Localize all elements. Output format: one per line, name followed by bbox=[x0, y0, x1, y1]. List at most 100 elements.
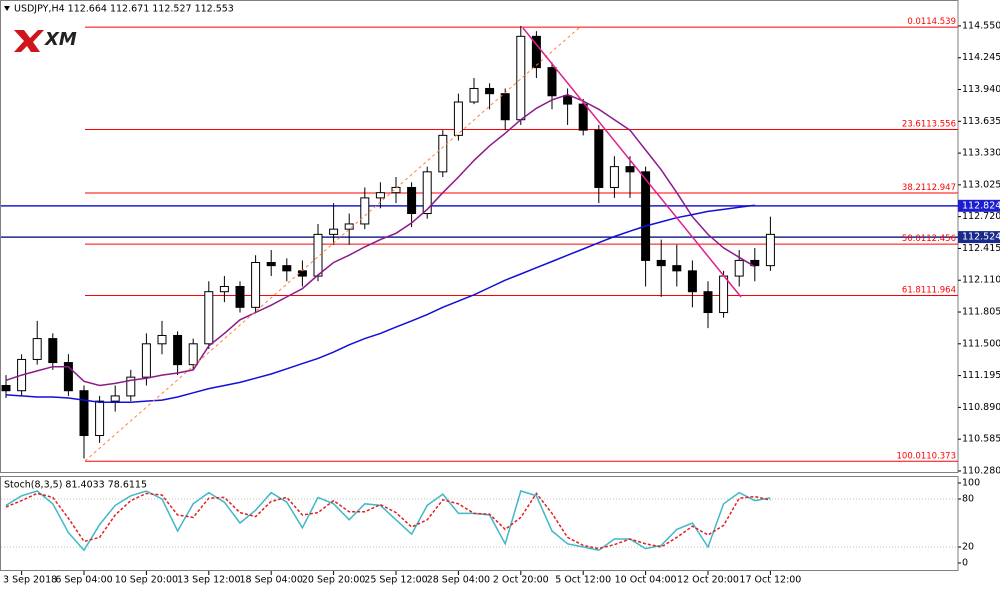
y-tick-label: 112.110 bbox=[962, 275, 1000, 286]
logo-text: XM bbox=[44, 29, 77, 50]
x-tick-label: 10 Oct 04:00 bbox=[615, 575, 677, 586]
y-tick-label: 20 bbox=[962, 542, 974, 553]
y-tick-label: 111.805 bbox=[962, 307, 1000, 318]
candle-body bbox=[188, 343, 198, 366]
candle-body bbox=[313, 233, 323, 277]
chart-title: USDJPY,H4 112.664 112.671 112.527 112.55… bbox=[14, 4, 234, 15]
candle-body bbox=[625, 166, 635, 173]
candle-body bbox=[157, 334, 167, 345]
candle-body bbox=[609, 166, 619, 188]
fib-price: 112.456 bbox=[921, 234, 956, 244]
candle-body bbox=[516, 35, 526, 121]
candle-body bbox=[703, 291, 713, 314]
x-tick-label: 12 Oct 20:00 bbox=[677, 575, 739, 586]
candle-body bbox=[48, 338, 58, 364]
top-layer: 114.550 114.245 113.940 113.635 113.330 113.0… bbox=[3, 17, 1000, 586]
candle-body bbox=[469, 87, 479, 103]
candle-body bbox=[719, 275, 729, 314]
price-box-label: 112.524 bbox=[962, 232, 1000, 243]
x-tick-label: 5 Oct 12:00 bbox=[555, 575, 611, 586]
fib-level: 23.6 bbox=[902, 119, 921, 129]
candle-body bbox=[578, 103, 588, 131]
fib-label: 61.8111.964 bbox=[902, 285, 956, 295]
fib-anchor-line bbox=[84, 26, 581, 462]
candle-body bbox=[594, 129, 604, 188]
candle-body bbox=[485, 87, 495, 95]
candle-body bbox=[765, 233, 775, 267]
candle-body bbox=[32, 338, 42, 360]
fib-level: 61.8 bbox=[902, 285, 921, 295]
fib-level: 50.0 bbox=[902, 234, 921, 244]
candle-body bbox=[500, 93, 510, 121]
y-tick-label: 113.025 bbox=[962, 179, 1000, 190]
candle-body bbox=[734, 259, 744, 277]
y-tick-label: 110.585 bbox=[962, 434, 1000, 445]
y-tick-label: 113.940 bbox=[962, 84, 1000, 95]
fib-price: 112.947 bbox=[921, 182, 956, 192]
fib-price: 111.964 bbox=[921, 285, 956, 295]
x-tick-label: 3 Sep 2018 bbox=[3, 575, 57, 586]
candle-body bbox=[687, 270, 697, 293]
series-line bbox=[5, 93, 756, 387]
candle-body bbox=[531, 35, 541, 69]
y-tick-label: 112.415 bbox=[962, 243, 1000, 254]
candle-body bbox=[95, 400, 105, 437]
fib-level: 38.2 bbox=[902, 182, 921, 192]
x-tick-label: 17 Oct 12:00 bbox=[739, 575, 801, 586]
candle-body bbox=[110, 395, 120, 402]
x-tick-label: 28 Sep 04:00 bbox=[427, 575, 490, 586]
stoch-title: Stoch(8,3,5) 81.4033 78.6115 bbox=[4, 480, 147, 491]
candle-body bbox=[219, 285, 229, 293]
candle-body bbox=[750, 259, 760, 267]
series-line bbox=[5, 490, 771, 552]
fib-label: 38.2112.947 bbox=[902, 182, 956, 192]
candle-body bbox=[329, 228, 339, 235]
series-line bbox=[5, 492, 771, 550]
fib-label: 0.0114.539 bbox=[907, 17, 956, 27]
fib-label: 100.0110.373 bbox=[897, 451, 957, 461]
candle-body bbox=[453, 101, 463, 136]
fib-label: 50.0112.456 bbox=[902, 234, 956, 244]
candle-body bbox=[344, 223, 354, 230]
candle-body bbox=[407, 186, 417, 215]
candle-body bbox=[266, 262, 276, 267]
candle-body bbox=[79, 390, 89, 437]
x-tick-label: 18 Sep 04:00 bbox=[239, 575, 302, 586]
fib-price: 113.556 bbox=[921, 119, 956, 129]
candle-body bbox=[641, 171, 651, 261]
candle-body bbox=[251, 262, 261, 308]
price-box-label: 112.824 bbox=[962, 200, 1000, 211]
y-tick-label: 113.635 bbox=[962, 116, 1000, 127]
candle-body bbox=[375, 192, 385, 199]
series-line bbox=[5, 204, 755, 403]
stoch-panel-frame bbox=[0, 476, 959, 571]
candle-body bbox=[656, 259, 666, 267]
candle-body bbox=[297, 270, 307, 277]
candle-body bbox=[141, 343, 151, 378]
logo: XM bbox=[14, 29, 77, 52]
logo-mark bbox=[14, 30, 44, 52]
candle-body bbox=[672, 265, 682, 272]
trend-line bbox=[522, 27, 742, 298]
y-tick-label: 100 bbox=[962, 478, 980, 489]
candle-body bbox=[422, 171, 432, 215]
candle-body bbox=[235, 285, 245, 308]
fib-level: 0.0 bbox=[907, 17, 921, 27]
price-box bbox=[958, 199, 1000, 212]
y-tick-label: 111.195 bbox=[962, 370, 1000, 381]
price-box bbox=[958, 231, 1000, 244]
candle-body bbox=[204, 291, 214, 345]
fib-label: 23.6113.556 bbox=[902, 119, 956, 129]
candle-body bbox=[1, 384, 11, 392]
fib-price: 114.539 bbox=[921, 17, 956, 27]
y-tick-label: 0 bbox=[962, 558, 968, 569]
candle-body bbox=[282, 265, 292, 272]
candle-body bbox=[547, 67, 557, 97]
y-tick-label: 110.280 bbox=[962, 465, 1000, 476]
x-tick-label: 13 Sep 12:00 bbox=[177, 575, 240, 586]
y-tick-label: 114.245 bbox=[962, 52, 1000, 63]
title-icon bbox=[4, 6, 10, 11]
fib-price: 110.373 bbox=[921, 451, 956, 461]
